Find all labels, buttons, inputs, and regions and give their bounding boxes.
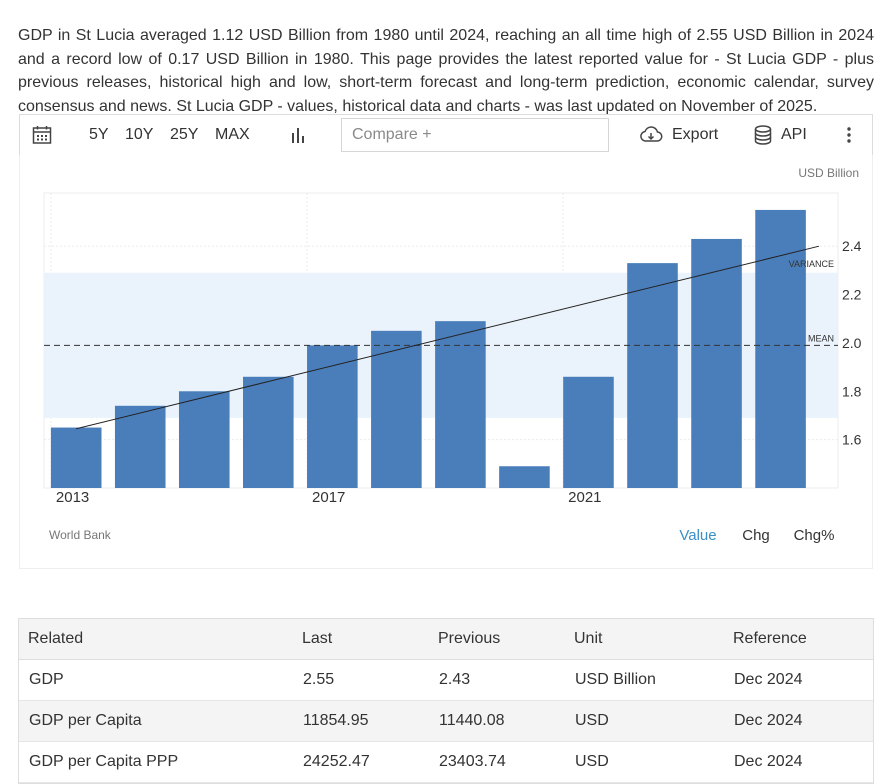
range-10y-button[interactable]: 10Y [125,126,154,143]
col-header-unit: Unit [565,619,724,660]
y-tick-label: 1.6 [842,432,862,448]
database-icon [754,125,772,145]
related-table: Related Last Previous Unit Reference GDP… [18,618,874,784]
x-tick-label: 2017 [312,489,345,506]
mean-label: MEAN [808,333,834,343]
bar-2020 [499,466,550,488]
trend-line [76,245,820,430]
variance-label: VARIANCE [789,259,834,269]
bar-2014 [114,405,166,488]
y-tick-label: 2.2 [842,287,862,303]
cloud-download-icon [639,126,663,144]
cell-previous: 2.43 [429,659,565,701]
page-description: GDP in St Lucia averaged 1.12 USD Billio… [18,27,874,115]
bar-2022 [627,263,678,488]
compare-input[interactable] [341,118,609,152]
bar-chart-icon[interactable] [291,115,307,155]
bar-2013 [50,427,102,488]
related-link[interactable]: GDP [19,659,293,701]
chart-panel: USD Billion VARIANCE MEAN 1.6 1.8 2.0 2.2 2.… [19,155,873,569]
tab-chg[interactable]: Chg [742,527,770,544]
col-header-related: Related [19,619,293,660]
related-link[interactable]: GDP per Capita [19,700,293,742]
bar-2017 [307,345,358,488]
unit-label: USD Billion [798,166,859,180]
related-link[interactable]: GDP per Capita PPP [19,741,293,783]
cell-last: 11854.95 [293,700,429,742]
cell-previous: 23403.74 [429,741,565,783]
bar-2024 [755,209,806,488]
api-label: API [781,126,807,143]
cell-previous: 11440.08 [429,700,565,742]
table-row: GDP 2.55 2.43 USD Billion Dec 2024 [19,659,873,701]
cell-reference: Dec 2024 [724,659,873,701]
cell-last: 24252.47 [293,741,429,783]
table-row: GDP per Capita 11854.95 11440.08 USD Dec… [19,700,873,742]
bar-2018 [371,330,422,488]
range-5y-button[interactable]: 5Y [89,126,109,143]
cell-reference: Dec 2024 [724,741,873,783]
export-button[interactable]: Export [639,115,718,155]
cell-unit: USD [565,741,724,783]
range-max-button[interactable]: MAX [215,126,250,143]
export-label: Export [672,126,719,143]
bar-2019 [435,321,486,488]
bar-2015 [178,391,230,488]
cell-unit: USD [565,700,724,742]
chart-toolbar: 5Y 10Y 25Y MAX Export API [19,114,873,156]
source-label: World Bank [49,528,112,542]
y-tick-label: 1.8 [842,383,862,399]
bar-2021 [563,376,614,488]
range-25y-button[interactable]: 25Y [170,126,199,143]
gdp-bar-chart: USD Billion VARIANCE MEAN 1.6 1.8 2.0 2.2 2.… [43,166,862,544]
y-tick-label: 2.4 [842,238,862,254]
col-header-last: Last [293,619,429,660]
table-header-row: Related Last Previous Unit Reference [19,619,873,660]
y-tick-label: 2.0 [842,335,862,351]
bar-2023 [691,238,742,488]
api-button[interactable]: API [754,115,807,155]
calendar-icon[interactable] [32,115,52,155]
col-header-previous: Previous [429,619,565,660]
col-header-reference: Reference [724,619,873,660]
cell-last: 2.55 [293,659,429,701]
cell-reference: Dec 2024 [724,700,873,742]
more-vertical-icon[interactable] [846,115,852,155]
table-row: GDP per Capita PPP 24252.47 23403.74 USD… [19,741,873,783]
bar-2016 [243,376,294,488]
tab-value[interactable]: Value [679,527,716,544]
tab-chg-percent[interactable]: Chg% [794,527,835,544]
x-tick-label: 2021 [568,489,601,506]
cell-unit: USD Billion [565,659,724,701]
x-tick-label: 2013 [56,489,89,506]
